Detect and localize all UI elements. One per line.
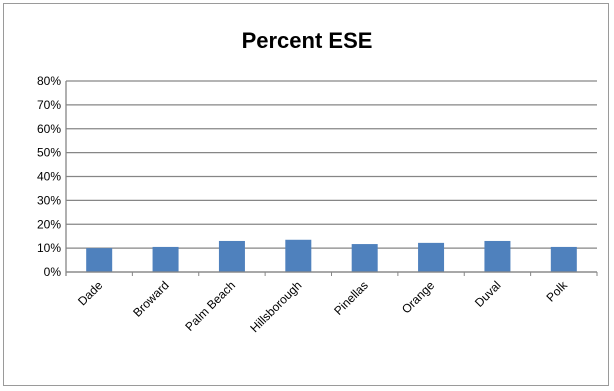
chart-frame xyxy=(3,3,609,386)
y-tick-label: 60% xyxy=(37,122,61,136)
y-tick-label: 0% xyxy=(44,265,62,279)
y-tick-label: 70% xyxy=(37,98,61,112)
x-tick-label: Polk xyxy=(544,278,571,305)
chart-title: Percent ESE xyxy=(241,28,373,53)
x-tick-label: Hillsborough xyxy=(247,278,304,335)
y-tick-label: 30% xyxy=(37,193,61,207)
bar-polk xyxy=(550,246,577,272)
grid-lines xyxy=(66,80,597,273)
bar-pinellas xyxy=(351,244,378,272)
x-tick-label: Pinellas xyxy=(331,278,371,318)
y-tick-label: 80% xyxy=(37,74,61,88)
x-tick-label: Orange xyxy=(399,278,437,316)
bar-broward xyxy=(152,246,179,272)
x-tick-label: Duval xyxy=(472,278,504,310)
x-tick-label: Broward xyxy=(130,278,171,319)
bar-duval xyxy=(484,240,511,272)
bar-palm-beach xyxy=(218,240,245,272)
y-axis-labels: 0% 10% 20% 30% 40% 50% 60% 70% 80% xyxy=(37,74,61,279)
y-tick-label: 40% xyxy=(37,170,61,184)
bar-hillsborough xyxy=(285,239,312,272)
bar-dade xyxy=(86,248,113,272)
x-tick-label: Palm Beach xyxy=(182,278,238,334)
y-tick-label: 10% xyxy=(37,241,61,255)
y-tick-label: 50% xyxy=(37,146,61,160)
x-axis-labels: Dade Broward Palm Beach Hillsborough Pinella… xyxy=(75,278,571,336)
x-tick-label: Dade xyxy=(75,278,105,308)
bar-orange xyxy=(418,242,445,272)
y-tick-label: 20% xyxy=(37,217,61,231)
bars xyxy=(86,239,598,276)
